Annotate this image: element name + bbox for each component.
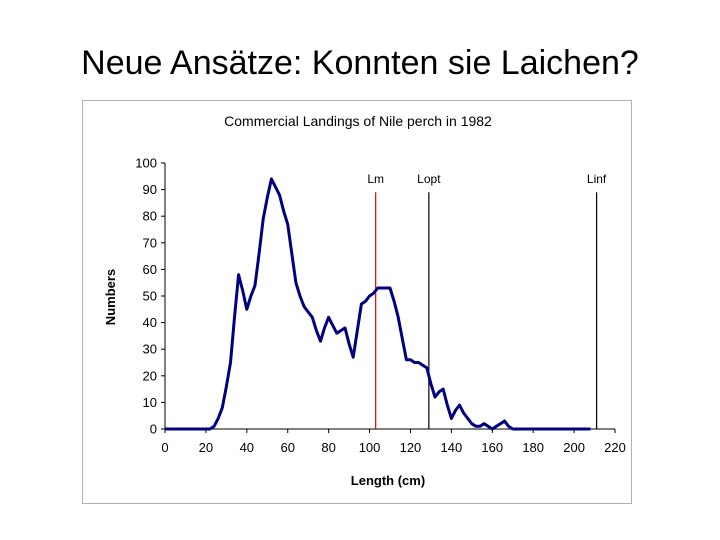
chart-frame: Commercial Landings of Nile perch in 198…	[82, 100, 632, 504]
x-tick-label: 80	[321, 440, 335, 455]
y-tick-label: 50	[143, 289, 157, 304]
y-tick-label: 40	[143, 315, 157, 330]
x-tick-label: 120	[400, 440, 422, 455]
x-tick-label: 0	[161, 440, 168, 455]
y-tick-label: 60	[143, 262, 157, 277]
reference-label-lopt: Lopt	[417, 172, 441, 186]
y-tick-label: 30	[143, 342, 157, 357]
x-tick-label: 220	[604, 440, 626, 455]
x-tick-label: 140	[441, 440, 463, 455]
reference-label-lm: Lm	[367, 172, 384, 186]
y-tick-label: 0	[150, 422, 157, 437]
x-tick-label: 40	[240, 440, 254, 455]
y-tick-label: 70	[143, 235, 157, 250]
series-line	[165, 177, 591, 431]
x-tick-label: 20	[199, 440, 213, 455]
y-tick-label: 20	[143, 368, 157, 383]
x-tick-label: 180	[522, 440, 544, 455]
y-tick-label: 10	[143, 395, 157, 410]
y-tick-label: 100	[135, 156, 157, 171]
y-tick-label: 80	[143, 209, 157, 224]
y-tick-label: 90	[143, 182, 157, 197]
x-tick-label: 60	[280, 440, 294, 455]
x-tick-label: 100	[359, 440, 381, 455]
y-axis-label: Numbers	[103, 269, 118, 325]
line-chart: Commercial Landings of Nile perch in 198…	[103, 113, 626, 488]
reference-label-linf: Linf	[587, 172, 607, 186]
slide-title: Neue Ansätze: Konnten sie Laichen?	[81, 44, 639, 82]
x-tick-label: 160	[481, 440, 503, 455]
x-tick-label: 200	[563, 440, 585, 455]
chart-title: Commercial Landings of Nile perch in 198…	[224, 113, 492, 129]
x-axis-label: Length (cm)	[351, 473, 425, 488]
